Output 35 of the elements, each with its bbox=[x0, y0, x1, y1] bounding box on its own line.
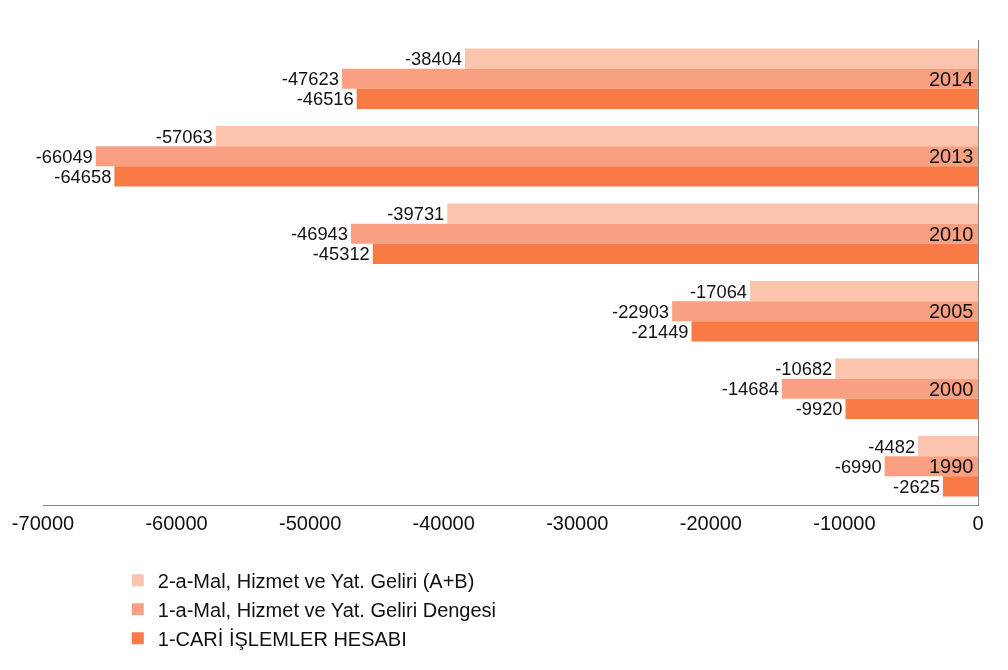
x-tick-label: -20000 bbox=[679, 512, 742, 534]
data-label: -38404 bbox=[405, 48, 462, 70]
data-label: -64658 bbox=[54, 165, 112, 187]
x-tick-label: -50000 bbox=[279, 512, 342, 534]
data-label: -45312 bbox=[312, 243, 370, 265]
y-tick-label: 2005 bbox=[929, 300, 974, 322]
data-label: -4482 bbox=[868, 435, 916, 457]
data-label: -39731 bbox=[387, 203, 445, 225]
x-tick-label: -30000 bbox=[546, 512, 609, 534]
legend-label: 1-CARİ İŞLEMLER HESABI bbox=[157, 628, 407, 651]
data-label: -21449 bbox=[631, 320, 689, 342]
legend-label: 2-a-Mal, Hizmet ve Yat. Geliri (A+B) bbox=[157, 570, 475, 593]
data-label: -14684 bbox=[721, 378, 779, 400]
data-label: -22903 bbox=[612, 300, 670, 322]
data-label: -46516 bbox=[296, 88, 354, 110]
y-tick-label: 1990 bbox=[929, 455, 974, 477]
x-tick-label: -10000 bbox=[813, 512, 876, 534]
data-label: -47623 bbox=[281, 68, 339, 90]
data-label: -2625 bbox=[893, 475, 940, 497]
y-tick-label: 2014 bbox=[929, 68, 974, 90]
data-label: -46943 bbox=[290, 223, 348, 245]
y-tick-label: 2010 bbox=[929, 223, 974, 245]
data-label: -6990 bbox=[834, 455, 882, 477]
data-label: -9920 bbox=[795, 398, 843, 420]
data-label: -57063 bbox=[155, 125, 213, 147]
data-label: -66049 bbox=[35, 145, 93, 167]
x-tick-label: 0 bbox=[972, 512, 984, 534]
legend-label: 1-a-Mal, Hizmet ve Yat. Geliri Dengesi bbox=[157, 599, 497, 622]
data-label: -10682 bbox=[775, 358, 833, 380]
x-tick-label: -70000 bbox=[11, 512, 75, 534]
x-tick-label: -60000 bbox=[145, 512, 208, 534]
y-tick-label: 2013 bbox=[929, 145, 974, 167]
data-label: -17064 bbox=[690, 280, 748, 302]
x-tick-label: -40000 bbox=[412, 512, 475, 534]
y-tick-label: 2000 bbox=[929, 378, 974, 400]
